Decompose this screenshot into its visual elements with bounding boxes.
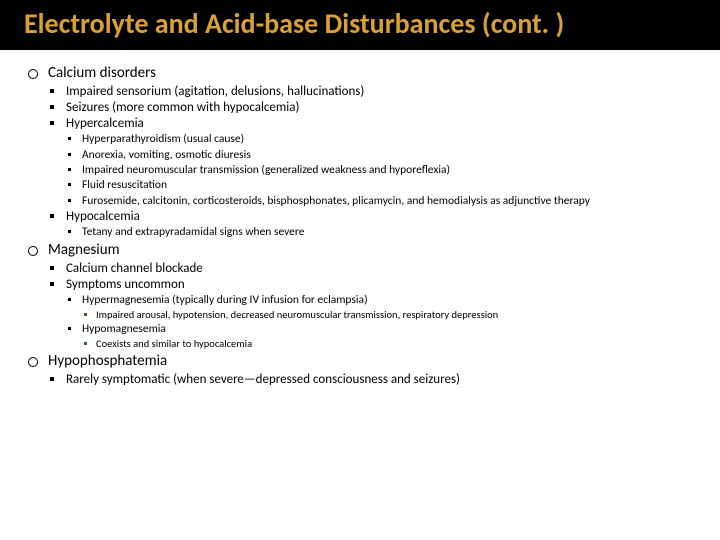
- item-hypophos: Hypophosphatemia Rarely symptomatic (whe…: [28, 352, 692, 387]
- hypo-a: Tetany and extrapyradamidal signs when s…: [66, 225, 692, 239]
- hypermag-sub: Impaired arousal, hypotension, decreased…: [82, 309, 692, 322]
- hyper-a: Hyperparathyroidism (usual cause): [66, 132, 692, 146]
- calcium-hypocalcemia-label: Hypocalcemia: [66, 209, 140, 224]
- hyper-e: Furosemide, calcitonin, corticosteroids,…: [66, 194, 692, 208]
- calcium-hypercalcemia-label: Hypercalcemia: [66, 116, 144, 131]
- item-magnesium-label: Magnesium: [48, 241, 120, 259]
- hyper-d: Fluid resuscitation: [66, 178, 692, 192]
- slide-title: Electrolyte and Acid-base Disturbances (…: [24, 8, 696, 40]
- hypophos-rarely: Rarely symptomatic (when severe—depresse…: [48, 372, 692, 387]
- mag-symptoms-label: Symptoms uncommon: [66, 277, 185, 292]
- mag-blockade: Calcium channel blockade: [48, 261, 692, 276]
- hyper-b: Anorexia, vomiting, osmotic diuresis: [66, 148, 692, 162]
- title-block: Electrolyte and Acid-base Disturbances (…: [0, 0, 720, 50]
- outline-list: Calcium disorders Impaired sensorium (ag…: [28, 64, 692, 387]
- hypomag-sublist: Coexists and similar to hypocalcemia: [82, 338, 692, 351]
- item-calcium-label: Calcium disorders: [48, 64, 156, 82]
- calcium-impaired: Impaired sensorium (agitation, delusions…: [48, 84, 692, 99]
- hypercalcemia-sublist: Hyperparathyroidism (usual cause) Anorex…: [66, 132, 692, 208]
- symptoms-sublist: Hypermagnesemia (typically during IV inf…: [66, 293, 692, 350]
- hypermag-sublist: Impaired arousal, hypotension, decreased…: [82, 309, 692, 322]
- hypocalcemia-sublist: Tetany and extrapyradamidal signs when s…: [66, 225, 692, 239]
- hypomag: Hypomagnesemia Coexists and similar to h…: [66, 322, 692, 350]
- hypophos-sublist: Rarely symptomatic (when severe—depresse…: [48, 372, 692, 387]
- item-hypophos-label: Hypophosphatemia: [48, 352, 167, 370]
- calcium-seizures: Seizures (more common with hypocalcemia): [48, 100, 692, 115]
- item-magnesium: Magnesium Calcium channel blockade Sympt…: [28, 241, 692, 350]
- mag-symptoms: Symptoms uncommon Hypermagnesemia (typic…: [48, 277, 692, 350]
- hypermag: Hypermagnesemia (typically during IV inf…: [66, 293, 692, 321]
- content-area: Calcium disorders Impaired sensorium (ag…: [0, 50, 720, 399]
- calcium-sublist: Impaired sensorium (agitation, delusions…: [48, 84, 692, 239]
- magnesium-sublist: Calcium channel blockade Symptoms uncomm…: [48, 261, 692, 350]
- calcium-hypocalcemia: Hypocalcemia Tetany and extrapyradamidal…: [48, 209, 692, 239]
- hypomag-label: Hypomagnesemia: [82, 322, 166, 336]
- item-calcium: Calcium disorders Impaired sensorium (ag…: [28, 64, 692, 239]
- hyper-c: Impaired neuromuscular transmission (gen…: [66, 163, 692, 177]
- calcium-hypercalcemia: Hypercalcemia Hyperparathyroidism (usual…: [48, 116, 692, 208]
- hypermag-label: Hypermagnesemia (typically during IV inf…: [82, 293, 368, 307]
- hypomag-sub: Coexists and similar to hypocalcemia: [82, 338, 692, 351]
